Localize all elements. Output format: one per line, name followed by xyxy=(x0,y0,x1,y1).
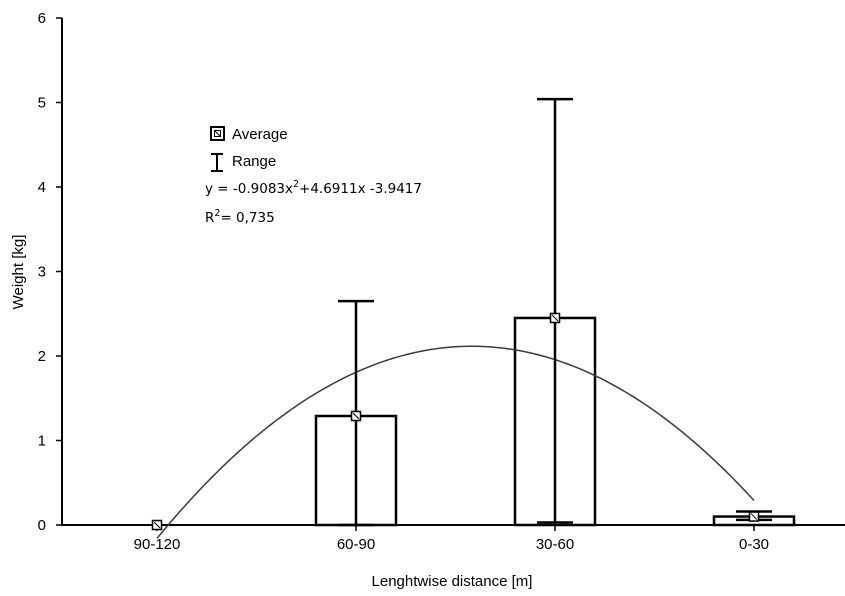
axes: 0 1 2 3 4 5 6 90-120 60-90 30-60 0-30 xyxy=(38,10,845,553)
x-tick-label: 90-120 xyxy=(134,536,181,553)
y-tick-label: 5 xyxy=(38,95,46,112)
trendline-equation-prefix: y = -0.9083x xyxy=(205,181,293,197)
y-tick-label: 2 xyxy=(38,348,46,365)
average-marker-60-90 xyxy=(350,410,362,422)
average-marker-diag xyxy=(551,314,559,322)
trendline-equation: y = -0.9083x2+4.6911x -3.9417 xyxy=(205,179,422,197)
average-marker-diag xyxy=(153,521,161,529)
legend-range-label: Range xyxy=(232,153,276,170)
average-markers xyxy=(151,312,760,531)
x-tick-label: 60-90 xyxy=(337,536,375,553)
trendline-equation-exponent: 2 xyxy=(293,179,299,190)
trendline-curve xyxy=(156,345,755,539)
x-tick-label: 30-60 xyxy=(536,536,574,553)
range-error-bars xyxy=(338,97,772,527)
legend: Average Range xyxy=(210,126,288,172)
x-axis-title: Lenghtwise distance [m] xyxy=(372,573,533,590)
trendline-equation-suffix: +4.6911x -3.9417 xyxy=(299,181,422,197)
r-squared-suffix: = 0,735 xyxy=(220,210,274,226)
legend-average-label: Average xyxy=(232,126,288,143)
trendline-group xyxy=(156,345,755,539)
y-tick-label: 4 xyxy=(38,179,46,196)
y-tick-label: 3 xyxy=(38,264,46,281)
r-squared-exponent: 2 xyxy=(214,208,220,219)
legend-average-marker-diag xyxy=(214,130,221,137)
y-axis-title: Weight [kg] xyxy=(10,235,27,310)
average-marker-0-30 xyxy=(748,511,760,522)
average-marker-diag xyxy=(750,513,758,520)
y-tick-label: 0 xyxy=(38,517,46,534)
average-marker-30-60 xyxy=(549,312,561,324)
x-tick-label: 0-30 xyxy=(739,536,769,553)
average-marker-90-120 xyxy=(151,519,163,531)
trendline-r-squared: R2= 0,735 xyxy=(205,208,275,226)
y-tick-label: 6 xyxy=(38,10,46,27)
r-squared-prefix: R xyxy=(205,210,214,226)
legend-average-marker-inner xyxy=(214,130,221,137)
average-marker-diag xyxy=(352,412,360,420)
legend-average-marker-outer xyxy=(210,126,225,141)
y-tick-label: 1 xyxy=(38,433,46,450)
